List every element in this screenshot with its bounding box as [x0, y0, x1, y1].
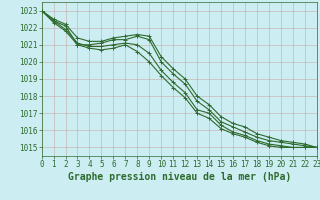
X-axis label: Graphe pression niveau de la mer (hPa): Graphe pression niveau de la mer (hPa): [68, 172, 291, 182]
